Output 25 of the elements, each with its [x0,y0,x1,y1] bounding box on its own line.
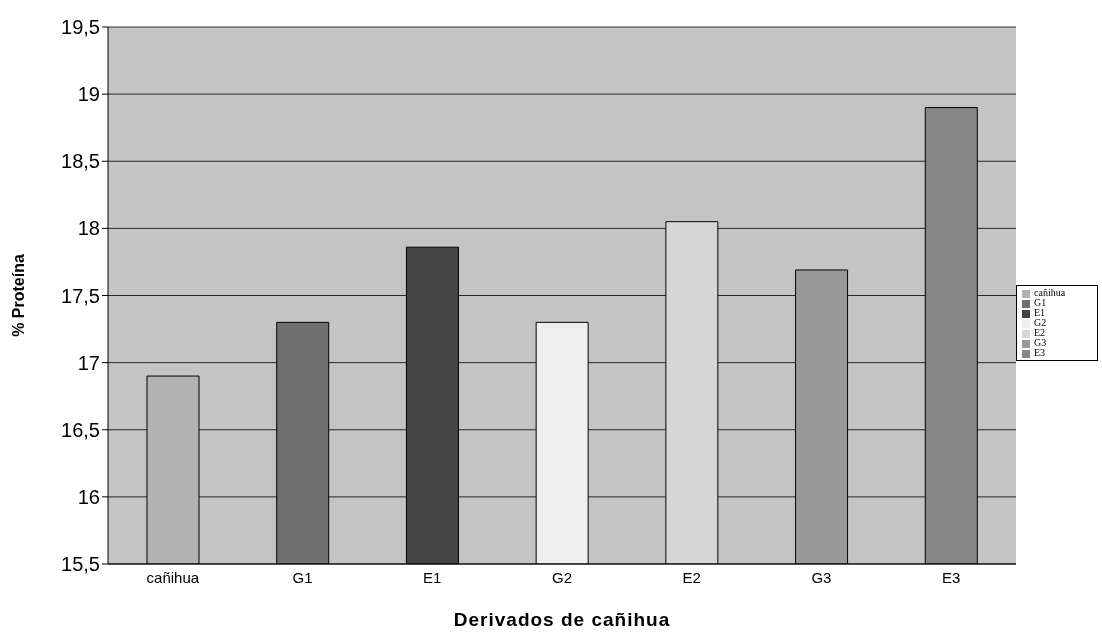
x-axis-title: Derivados de cañihua [453,609,671,630]
x-tick-label: E3 [941,568,961,586]
legend-label: E1 [1034,307,1046,318]
y-tick-label: 16,5 [61,418,100,441]
y-tick-label: 18 [77,217,100,240]
y-axis-title: % Proteína [9,254,27,337]
x-tick-label: cañihua [146,568,200,586]
legend-label: G3 [1034,337,1047,348]
legend-label: G1 [1034,297,1047,308]
x-tick-label: E2 [682,568,701,586]
x-tick-label: G2 [551,568,573,586]
y-tick-label: 18,5 [61,150,100,173]
x-tick-label: G3 [811,568,832,586]
y-tick-label: 15,5 [61,553,100,576]
y-tick-label: 19,5 [61,16,100,39]
x-tick-label: G1 [292,568,313,586]
y-tick-label: 19 [77,83,100,106]
legend-label: cañihua [1034,287,1066,298]
y-tick-label: 17,5 [61,284,100,307]
legend-label: G2 [1034,317,1047,328]
legend-label: E3 [1034,347,1046,358]
y-tick-label: 17 [77,351,100,374]
y-tick-label: 16 [77,485,100,508]
x-tick-label: E1 [423,568,442,586]
legend-label: E2 [1034,327,1046,338]
